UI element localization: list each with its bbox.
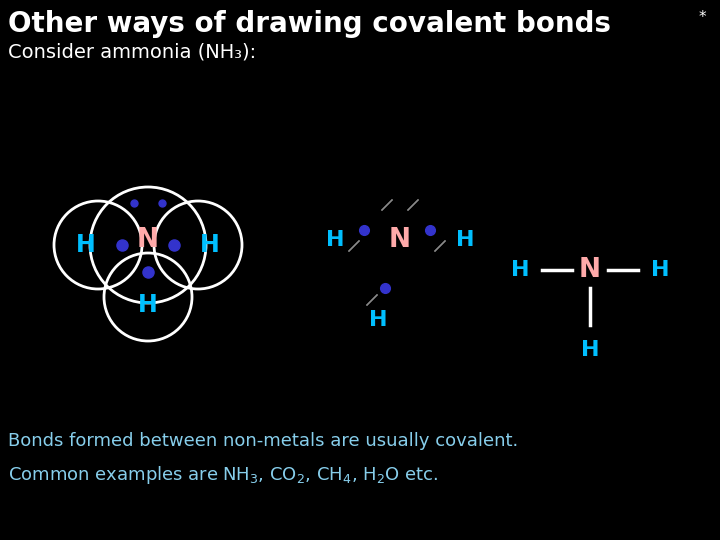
Text: H: H [456, 230, 474, 250]
Text: H: H [200, 233, 220, 257]
Text: H: H [325, 230, 344, 250]
Text: N: N [389, 227, 411, 253]
Text: *: * [698, 10, 706, 25]
Text: Consider ammonia (NH₃):: Consider ammonia (NH₃): [8, 42, 256, 61]
Text: Common examples are NH$_3$, CO$_2$, CH$_4$, H$_2$O etc.: Common examples are NH$_3$, CO$_2$, CH$_… [8, 464, 438, 486]
Text: H: H [510, 260, 529, 280]
Text: N: N [137, 227, 159, 253]
Text: H: H [581, 340, 599, 360]
Text: N: N [579, 257, 601, 283]
Text: Bonds formed between non-metals are usually covalent.: Bonds formed between non-metals are usua… [8, 432, 518, 450]
Text: H: H [651, 260, 670, 280]
Text: H: H [138, 293, 158, 317]
Text: H: H [369, 310, 387, 330]
Text: Other ways of drawing covalent bonds: Other ways of drawing covalent bonds [8, 10, 611, 38]
Text: H: H [76, 233, 96, 257]
